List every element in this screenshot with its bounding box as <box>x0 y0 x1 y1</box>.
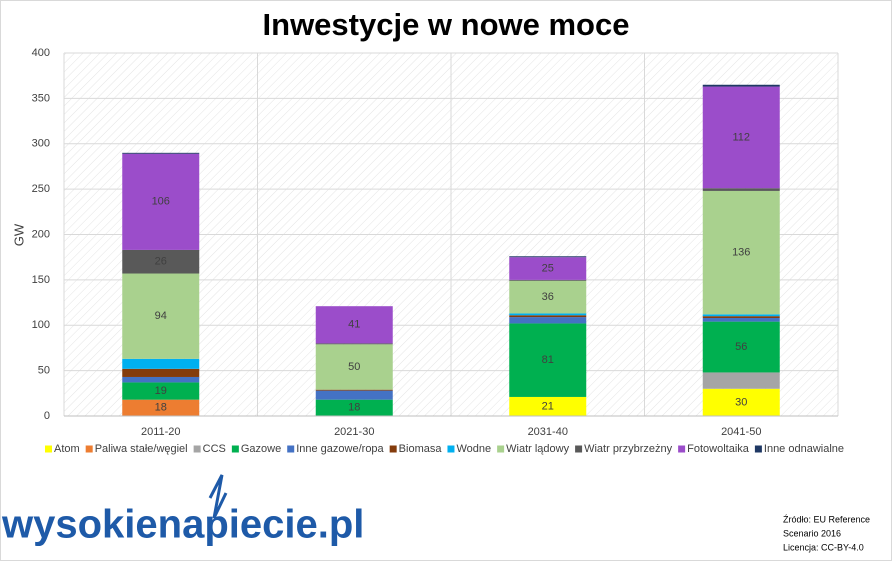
bar-segment <box>702 190 780 315</box>
x-tick-label: 2011-20 <box>141 426 181 438</box>
bar-segment <box>315 399 393 416</box>
bar-segment <box>702 316 780 318</box>
data-label: 41 <box>348 319 360 331</box>
bar-segment <box>509 280 587 314</box>
bar-segment <box>122 152 200 154</box>
x-tick-label: 2031-40 <box>528 426 568 438</box>
bar-segment <box>122 273 200 359</box>
bar-segment <box>509 317 587 324</box>
logo: wysokienapiecie.pl <box>1 503 364 547</box>
y-tick-label: 50 <box>38 365 50 377</box>
y-tick-label: 100 <box>32 319 50 331</box>
legend-swatch <box>287 445 295 453</box>
bar-segment <box>509 315 587 318</box>
legend-label: Wiatr lądowy <box>506 443 569 455</box>
y-tick-label: 300 <box>32 138 50 150</box>
bar-segment <box>122 368 200 377</box>
data-label: 25 <box>542 262 554 274</box>
legend-label: CCS <box>203 443 226 455</box>
legend-swatch <box>678 445 686 453</box>
data-label: 106 <box>152 196 170 208</box>
legend-label: Wodne <box>456 443 491 455</box>
data-label: 19 <box>155 385 167 397</box>
bar-segment <box>702 317 780 322</box>
bar-segment <box>702 388 780 416</box>
legend-swatch <box>447 445 455 453</box>
y-tick-label: 200 <box>32 228 50 240</box>
legend-label: Fotowoltaika <box>687 443 750 455</box>
legend-label: Atom <box>54 443 80 455</box>
bar-segment <box>122 399 200 416</box>
legend-swatch <box>497 445 505 453</box>
y-tick-label: 150 <box>32 274 50 286</box>
source: Scenario 2016 <box>783 528 841 538</box>
data-label: 18 <box>155 402 167 414</box>
bar-segment <box>315 306 393 344</box>
logo-bolt <box>208 474 228 519</box>
legend-swatch <box>193 445 201 453</box>
bar-segment <box>315 344 393 390</box>
data-label: 94 <box>155 310 167 322</box>
source: Licencja: CC-BY-4.0 <box>783 542 864 552</box>
data-label: 21 <box>542 400 554 412</box>
bar-segment <box>702 188 780 191</box>
legend-label: Inne odnawialne <box>764 443 844 455</box>
legend-swatch <box>754 445 762 453</box>
data-label: 56 <box>735 341 747 353</box>
bar-segment <box>509 257 587 280</box>
bar-segment <box>122 382 200 400</box>
data-label: 136 <box>732 247 750 259</box>
bar-segment <box>509 396 587 416</box>
bar-segment <box>509 323 587 397</box>
bar-segment <box>122 153 200 250</box>
legend-label: Biomasa <box>399 443 443 455</box>
bar-segment <box>315 343 393 345</box>
bar-segment <box>122 249 200 274</box>
y-tick-label: 250 <box>32 183 50 195</box>
bar-segment <box>122 376 200 383</box>
data-label: 112 <box>732 131 750 143</box>
bar-segment <box>702 372 780 389</box>
y-axis-label: GW <box>11 223 26 246</box>
y-tick-label: 400 <box>32 47 50 59</box>
legend-label: Paliwa stałe/węgiel <box>95 443 188 455</box>
legend-swatch <box>231 445 239 453</box>
bar-segment <box>509 256 587 258</box>
bar-segment <box>315 390 393 400</box>
data-label: 18 <box>348 402 360 414</box>
data-label: 81 <box>542 354 554 366</box>
bar-segment <box>702 84 780 87</box>
bar-segment <box>509 313 587 316</box>
source: Źródło: EU Reference <box>783 514 870 524</box>
x-tick-label: 2041-50 <box>721 426 761 438</box>
legend-label: Wiatr przybrzeżny <box>584 443 673 455</box>
legend-swatch <box>389 445 397 453</box>
bar-segment <box>122 358 200 369</box>
bar-segment <box>315 389 393 391</box>
y-tick-label: 0 <box>44 410 50 422</box>
legend-label: Gazowe <box>241 443 281 455</box>
bar-segment <box>702 86 780 189</box>
x-tick-label: 2021-30 <box>334 426 374 438</box>
legend-swatch <box>85 445 93 453</box>
data-label: 30 <box>735 396 747 408</box>
bar-segment <box>509 279 587 281</box>
legend-label: Inne gazowe/ropa <box>296 443 384 455</box>
bar-segment <box>702 314 780 317</box>
legend-swatch <box>45 445 52 453</box>
data-label: 36 <box>542 291 554 303</box>
data-label: 26 <box>155 256 167 268</box>
data-label: 50 <box>348 361 360 373</box>
legend-swatch <box>575 445 583 453</box>
chart-title: Inwestycje w nowe moce <box>263 7 630 42</box>
bar-segment <box>702 321 780 373</box>
y-tick-label: 350 <box>32 92 50 104</box>
